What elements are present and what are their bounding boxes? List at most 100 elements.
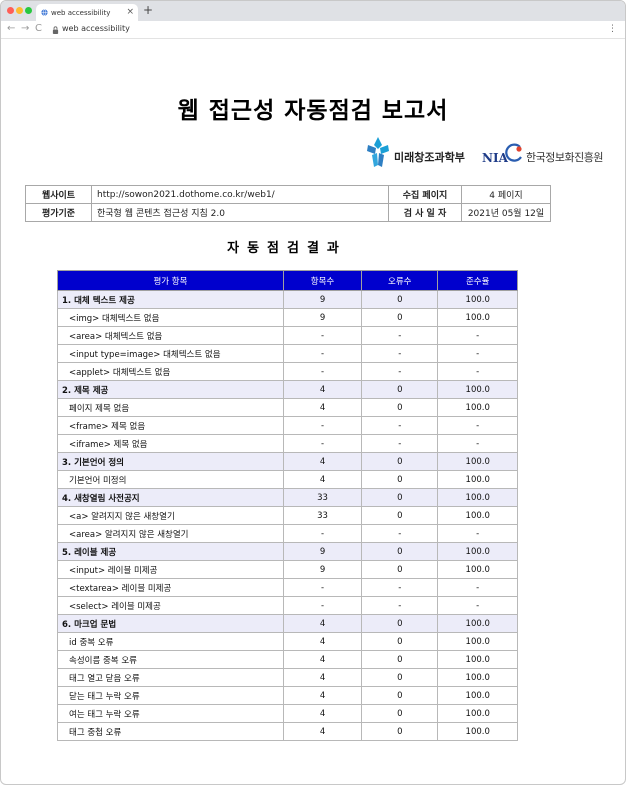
table-row: id 중복 오류 4 0 100.0 [57,632,518,651]
row-count: - [282,524,363,543]
row-count: 4 [282,704,363,723]
row-rate: - [437,326,518,345]
row-errors: 0 [361,614,439,633]
results-table: 평가 항목 항목수 오류수 준수율 1. 대체 텍스트 제공 9 0 100.0 <im… [57,270,518,741]
row-rate: 100.0 [437,542,518,561]
row-item-name: 페이지 제목 없음 [57,398,284,417]
standard-label: 평가기준 [25,203,92,222]
row-count: 4 [282,380,363,399]
row-errors: 0 [361,398,439,417]
row-item-name: <a> 알려지지 않은 새창열기 [57,506,284,525]
row-item-name: 태그 중첩 오류 [57,722,284,741]
row-item-name: <input type=image> 대체텍스트 없음 [57,344,284,363]
row-rate: - [437,524,518,543]
table-row: <a> 알려지지 않은 새창열기 33 0 100.0 [57,506,518,525]
row-count: 4 [282,470,363,489]
table-row: <iframe> 제목 없음 - - - [57,434,518,453]
reload-button[interactable]: C [35,23,42,34]
row-item-name: 4. 새창열림 사전공지 [57,488,284,507]
table-row: <input> 레이블 미제공 9 0 100.0 [57,560,518,579]
row-rate: 100.0 [437,506,518,525]
nia-mark: NIA [482,151,508,165]
row-rate: 100.0 [437,308,518,327]
row-item-name: id 중복 오류 [57,632,284,651]
close-tab-icon[interactable]: × [126,7,134,17]
row-rate: 100.0 [437,290,518,309]
row-rate: - [437,596,518,615]
row-errors: - [361,434,439,453]
row-rate: 100.0 [437,668,518,687]
row-rate: - [437,416,518,435]
row-rate: 100.0 [437,632,518,651]
row-errors: 0 [361,452,439,471]
row-errors: - [361,524,439,543]
results-title: 자동점검결과 [227,241,347,256]
pages-label: 수집 페이지 [388,185,462,204]
table-row: 기본언어 미정의 4 0 100.0 [57,470,518,489]
row-errors: 0 [361,704,439,723]
address-toolbar: ← → C web accessibility ⋮ [1,21,625,39]
row-errors: 0 [361,290,439,309]
results-header-row: 평가 항목 항목수 오류수 준수율 [57,270,518,291]
row-item-name: 5. 레이블 제공 [57,542,284,561]
new-tab-button[interactable]: + [143,3,154,17]
nia-name: 한국정보화진흥원 [526,151,603,164]
address-bar[interactable]: web accessibility [62,24,130,33]
nia-swirl-icon [505,143,522,162]
minimize-window-icon[interactable] [16,7,23,14]
forward-button[interactable]: → [21,23,30,34]
category-row: 4. 새창열림 사전공지 33 0 100.0 [57,488,518,507]
table-row: 닫는 태그 누락 오류 4 0 100.0 [57,686,518,705]
row-rate: 100.0 [437,398,518,417]
table-row: 페이지 제목 없음 4 0 100.0 [57,398,518,417]
row-rate: 100.0 [437,560,518,579]
table-row: <frame> 제목 없음 - - - [57,416,518,435]
report-title: 웹 접근성 자동점검 보고서 [177,98,449,124]
browser-tab[interactable]: web accessibility × [36,4,138,21]
table-row: <area> 대체텍스트 없음 - - - [57,326,518,345]
row-count: 4 [282,686,363,705]
table-row: <input type=image> 대체텍스트 없음 - - - [57,344,518,363]
ministry-mark-icon [367,137,389,167]
maximize-window-icon[interactable] [25,7,32,14]
row-errors: 0 [361,542,439,561]
row-errors: 0 [361,488,439,507]
row-rate: 100.0 [437,686,518,705]
table-row: <area> 알려지지 않은 새창열기 - - - [57,524,518,543]
row-rate: 100.0 [437,704,518,723]
row-rate: 100.0 [437,452,518,471]
row-count: - [282,596,363,615]
row-item-name: 닫는 태그 누락 오류 [57,686,284,705]
row-rate: 100.0 [437,614,518,633]
category-row: 2. 제목 제공 4 0 100.0 [57,380,518,399]
row-count: 4 [282,650,363,669]
row-errors: 0 [361,308,439,327]
website-label: 웹사이트 [25,185,92,204]
category-row: 1. 대체 텍스트 제공 9 0 100.0 [57,290,518,309]
table-row: 속성이름 중복 오류 4 0 100.0 [57,650,518,669]
ministry-logo: 미래창조과학부 [364,135,504,169]
row-item-name: <iframe> 제목 없음 [57,434,284,453]
globe-icon [41,9,48,16]
pages-value: 4 페이지 [461,185,551,204]
table-row: <select> 레이블 미제공 - - - [57,596,518,615]
results-body: 1. 대체 텍스트 제공 9 0 100.0 <img> 대체텍스트 없음 9 0 100.0… [57,290,518,741]
row-rate: 100.0 [437,488,518,507]
category-row: 6. 마크업 문법 4 0 100.0 [57,614,518,633]
row-item-name: <frame> 제목 없음 [57,416,284,435]
row-count: 9 [282,308,363,327]
row-count: 4 [282,722,363,741]
back-button[interactable]: ← [7,23,16,34]
row-errors: 0 [361,470,439,489]
row-errors: - [361,578,439,597]
close-window-icon[interactable] [7,7,14,14]
row-count: - [282,362,363,381]
ministry-name: 미래창조과학부 [394,151,465,164]
row-errors: 0 [361,380,439,399]
row-rate: - [437,434,518,453]
row-count: 9 [282,560,363,579]
browser-menu-icon[interactable]: ⋮ [608,24,617,34]
row-item-name: <img> 대체텍스트 없음 [57,308,284,327]
row-item-name: <applet> 대체텍스트 없음 [57,362,284,381]
